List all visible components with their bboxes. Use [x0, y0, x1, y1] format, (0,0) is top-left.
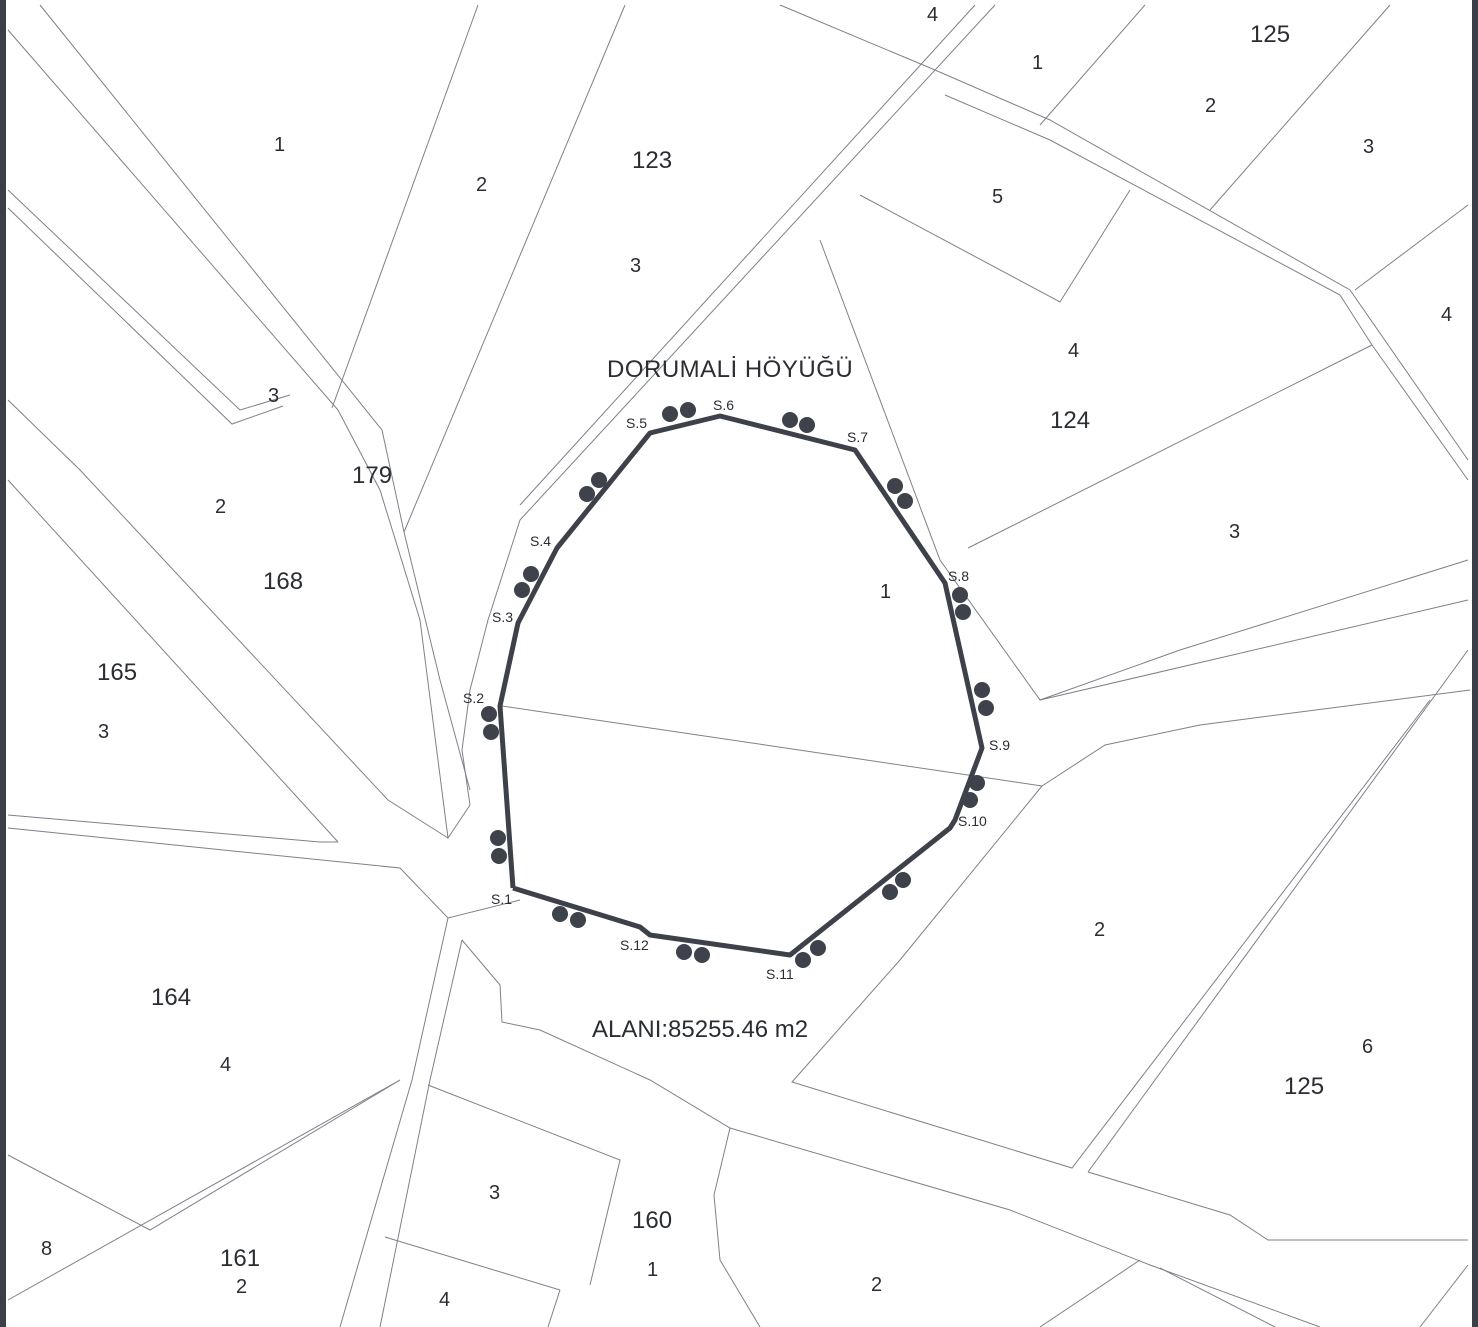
site-title: DORUMALİ HÖYÜĞÜ [607, 356, 853, 383]
block-160: 160 [632, 1207, 672, 1234]
parcel-number: 2 [236, 1276, 247, 1298]
survey-point-s1: S.1 [491, 891, 512, 907]
parcel-number: 3 [1363, 136, 1374, 158]
block-161: 161 [220, 1245, 260, 1272]
survey-point-s7: S.7 [847, 429, 868, 445]
survey-point-s12: S.12 [620, 937, 649, 953]
block-numbers: 123 124 125 125 179 168 165 164 161 160 [97, 21, 1324, 1272]
survey-point-s10: S.10 [958, 813, 987, 829]
parcel-number: 3 [98, 721, 109, 743]
parcel-number: 2 [215, 496, 226, 518]
parcel-number: 5 [992, 186, 1003, 208]
survey-point-s8: S.8 [948, 568, 969, 584]
survey-point-s11: S.11 [766, 966, 794, 982]
parcel-number: 6 [1362, 1036, 1373, 1058]
survey-point-s2: S.2 [463, 690, 484, 706]
survey-point-s4: S.4 [530, 533, 551, 549]
survey-point-s6: S.6 [713, 397, 734, 413]
parcel-number: 2 [476, 174, 487, 196]
area-label: ALANI:85255.46 m2 [592, 1016, 808, 1043]
survey-point-s5: S.5 [626, 415, 647, 431]
block-168: 168 [263, 568, 303, 595]
survey-point-s9: S.9 [989, 737, 1010, 753]
parcel-number: 4 [1068, 340, 1079, 362]
block-165: 165 [97, 659, 137, 686]
block-125-top: 125 [1250, 21, 1290, 48]
left-frame-edge [0, 0, 6, 1327]
parcel-number: 4 [927, 4, 938, 26]
parcel-number: 1 [274, 134, 285, 156]
parcel-number: 3 [630, 255, 641, 277]
inner-parcel-number: 1 [880, 581, 891, 603]
parcel-number: 4 [439, 1289, 450, 1311]
parcel-number: 4 [220, 1054, 231, 1076]
survey-point-labels: S.1 S.2 S.3 S.4 S.5 S.6 S.7 S.8 S.9 S.10… [463, 397, 1010, 982]
survey-point-s3: S.3 [492, 609, 513, 625]
site-boundary [497, 413, 985, 958]
parcel-number: 4 [1441, 304, 1452, 326]
parcel-number: 2 [871, 1274, 882, 1296]
block-123: 123 [632, 147, 672, 174]
block-164: 164 [151, 984, 191, 1011]
right-frame-edge [1472, 0, 1478, 1327]
parcel-number: 2 [1205, 95, 1216, 117]
parcel-numbers: 4 1 2 3 1 2 3 5 4 3 4 3 2 3 2 6 4 8 2 3 … [41, 4, 1452, 1311]
block-125-bottom: 125 [1284, 1073, 1324, 1100]
block-179: 179 [352, 462, 392, 489]
parcel-number: 1 [1032, 52, 1043, 74]
parcel-lines [7, 4, 1471, 1327]
parcel-number: 3 [1229, 521, 1240, 543]
parcel-number: 1 [647, 1259, 658, 1281]
parcel-number: 3 [489, 1182, 500, 1204]
tree-markers [481, 402, 994, 968]
block-124: 124 [1050, 407, 1090, 434]
parcel-number: 2 [1094, 919, 1105, 941]
parcel-number: 3 [268, 385, 279, 407]
parcel-number: 8 [41, 1238, 52, 1260]
